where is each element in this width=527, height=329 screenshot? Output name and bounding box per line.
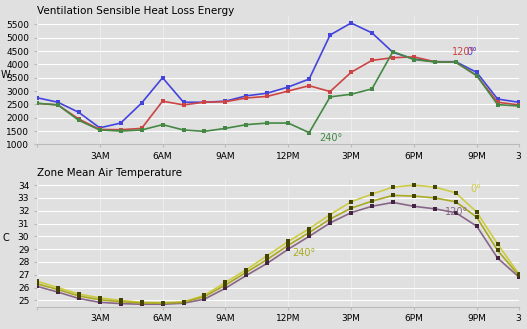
Text: 0°: 0° <box>471 184 481 194</box>
Text: 240°: 240° <box>292 248 316 258</box>
Y-axis label: W: W <box>1 70 11 80</box>
Text: 120°: 120° <box>452 47 475 57</box>
Text: Ventilation Sensible Heat Loss Energy: Ventilation Sensible Heat Loss Energy <box>37 6 234 15</box>
Y-axis label: C: C <box>2 233 9 243</box>
Text: 120°: 120° <box>445 207 469 217</box>
Text: Zone Mean Air Temperature: Zone Mean Air Temperature <box>37 168 182 178</box>
Text: 0°: 0° <box>466 47 477 57</box>
Text: 240°: 240° <box>319 133 343 143</box>
